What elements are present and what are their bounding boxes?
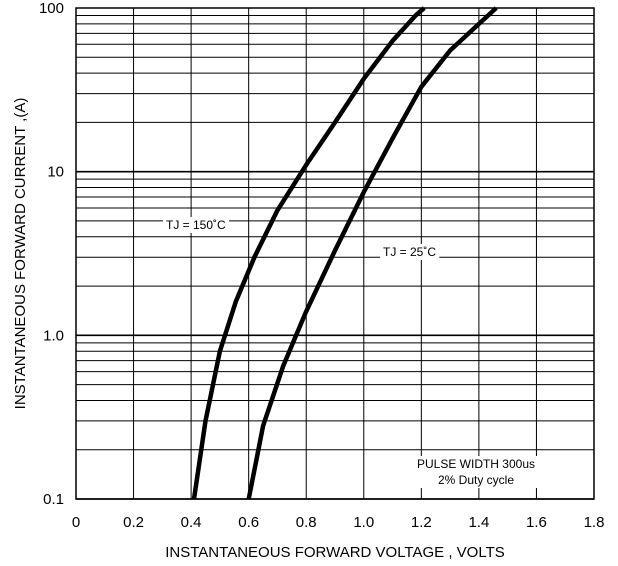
- tick-labels: 0 0.2 0.4 0.6 0.8 1.0 1.2 1.4 1.6 1.8 0.1 1.0 10 100: [39, 0, 604, 531]
- series-label-25: TJ = 25˚C: [380, 244, 440, 260]
- x-tick-label: 1.8: [584, 514, 605, 531]
- series-label-text: TJ = 150˚C: [166, 218, 226, 232]
- series-label-text: TJ = 25˚C: [383, 245, 436, 259]
- y-tick-label: 100: [39, 0, 64, 17]
- annotation-line-1: PULSE WIDTH 300us: [417, 457, 535, 471]
- series-label-background: [163, 217, 230, 233]
- series-label-background: [380, 244, 440, 260]
- y-axis-title: INSTANTANEOUS FORWARD CURRENT ,(A): [12, 98, 29, 410]
- plot-frame: [75, 7, 595, 500]
- curve-tj-150: [191, 6, 426, 500]
- x-tick-label: 1.6: [526, 514, 547, 531]
- curves: [191, 6, 498, 500]
- x-tick-label: 0.6: [238, 514, 259, 531]
- annotation-line-2: 2% Duty cycle: [438, 473, 514, 487]
- x-tick-label: 1.0: [353, 514, 374, 531]
- x-axis-title: INSTANTANEOUS FORWARD VOLTAGE , VOLTS: [165, 544, 505, 561]
- x-tick-label: 0.8: [296, 514, 317, 531]
- x-tick-label: 1.2: [411, 514, 432, 531]
- y-tick-label: 0.1: [43, 491, 64, 508]
- pulse-annotation: PULSE WIDTH 300us 2% Duty cycle: [412, 456, 540, 488]
- y-tick-label: 10: [47, 164, 64, 181]
- x-tick-label: 1.4: [468, 514, 489, 531]
- x-tick-label: 0.2: [123, 514, 144, 531]
- y-tick-label: 1.0: [43, 327, 64, 344]
- x-tick-label: 0: [72, 514, 80, 531]
- x-tick-label: 0.4: [181, 514, 202, 531]
- curve-tj-25: [246, 6, 498, 500]
- series-label-150: TJ = 150˚C: [163, 217, 230, 233]
- annotation-background: [412, 456, 540, 488]
